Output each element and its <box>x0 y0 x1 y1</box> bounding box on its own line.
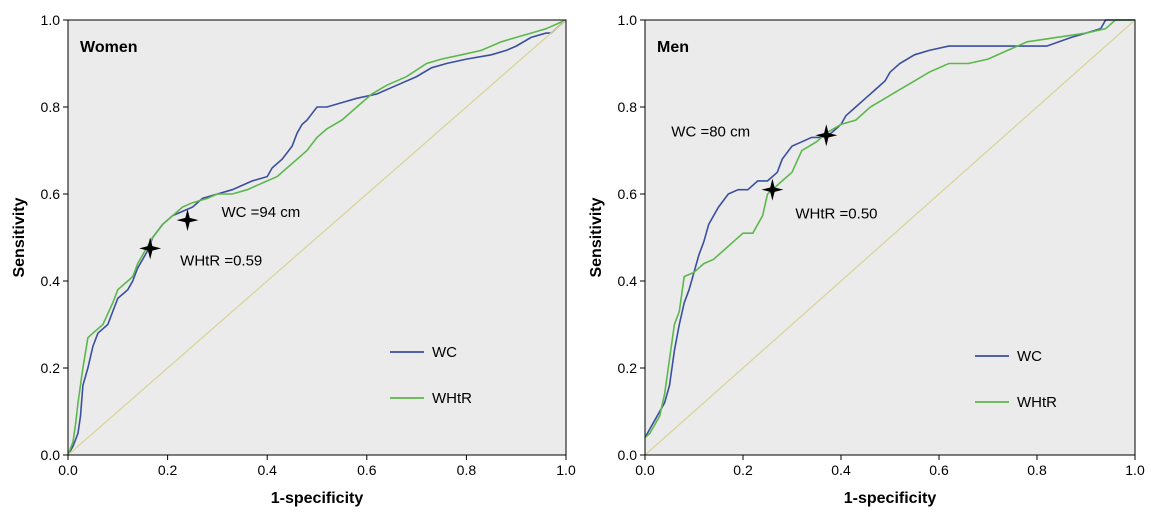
y-axis-title: Sensitivity <box>11 197 28 277</box>
cutoff-annotation: WC =80 cm <box>671 123 750 140</box>
legend-label-whtr: WHtR <box>432 390 472 407</box>
cutoff-annotation: WC =94 cm <box>222 204 301 221</box>
roc-panel-women: 0.0 0.2 0.4 0.6 0.8 1.0 0.0 0.2 0.4 0.6 0.8 1.0 1-sp… <box>11 12 576 507</box>
legend-label-wc: WC <box>432 344 457 361</box>
y-tick-label: 1.0 <box>618 12 638 28</box>
plot-frame <box>644 19 1136 456</box>
cutoff-star-marker <box>176 209 199 232</box>
x-tick-label: 0.4 <box>257 462 277 478</box>
reference-diagonal-line <box>67 19 567 456</box>
cutoff-star-marker <box>761 178 784 201</box>
x-tick-label: 0.6 <box>357 462 377 478</box>
cutoff-annotation: WHtR =0.59 <box>180 252 262 269</box>
x-tick-label: 0.4 <box>831 462 851 478</box>
cutoff-star-marker <box>815 124 838 147</box>
y-tick-label: 0.6 <box>618 186 638 202</box>
y-tick-label: 0.8 <box>41 99 61 115</box>
roc-curve-whtr <box>67 19 567 456</box>
x-tick-label: 1.0 <box>556 462 576 478</box>
cutoff-annotation: WHtR =0.50 <box>795 206 877 223</box>
x-tick-label: 0.2 <box>158 462 178 478</box>
y-tick-label: 0.0 <box>41 447 61 463</box>
y-tick-label: 0.8 <box>618 99 638 115</box>
cutoff-star-marker <box>139 237 162 260</box>
x-axis-title: 1-specificity <box>271 490 364 507</box>
legend-label-whtr: WHtR <box>1017 394 1057 411</box>
legend-label-wc: WC <box>1017 348 1042 365</box>
panel-title: Women <box>80 39 137 56</box>
y-axis-title: Sensitivity <box>588 197 605 277</box>
plot-frame <box>67 19 567 456</box>
x-tick-label: 1.0 <box>1125 462 1145 478</box>
y-tick-label: 1.0 <box>41 12 61 28</box>
x-tick-label: 0.8 <box>1027 462 1047 478</box>
reference-diagonal-line <box>644 19 1136 456</box>
panel-title: Men <box>657 39 689 56</box>
x-tick-label: 0.8 <box>457 462 477 478</box>
y-tick-label: 0.4 <box>618 273 638 289</box>
roc-panel-men: 0.0 0.2 0.4 0.6 0.8 1.0 0.0 0.2 0.4 0.6 0.8 1.0 1-sp… <box>588 12 1145 507</box>
roc-curve-wc <box>644 19 1135 438</box>
roc-curve-wc <box>67 19 567 456</box>
x-tick-label: 0.6 <box>929 462 949 478</box>
x-axis-title: 1-specificity <box>844 490 937 507</box>
y-tick-label: 0.2 <box>618 360 638 376</box>
y-tick-label: 0.0 <box>618 447 638 463</box>
roc-curve-whtr <box>644 19 1135 439</box>
y-tick-label: 0.4 <box>41 273 61 289</box>
x-tick-label: 0.2 <box>733 462 753 478</box>
x-tick-label: 0.0 <box>58 462 78 478</box>
x-tick-label: 0.0 <box>635 462 655 478</box>
y-tick-label: 0.2 <box>41 360 61 376</box>
y-tick-label: 0.6 <box>41 186 61 202</box>
